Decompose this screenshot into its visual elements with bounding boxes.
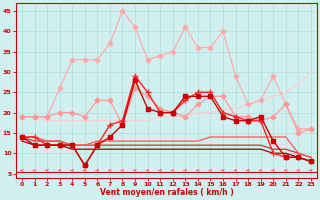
X-axis label: Vent moyen/en rafales ( km/h ): Vent moyen/en rafales ( km/h ) <box>100 188 233 197</box>
